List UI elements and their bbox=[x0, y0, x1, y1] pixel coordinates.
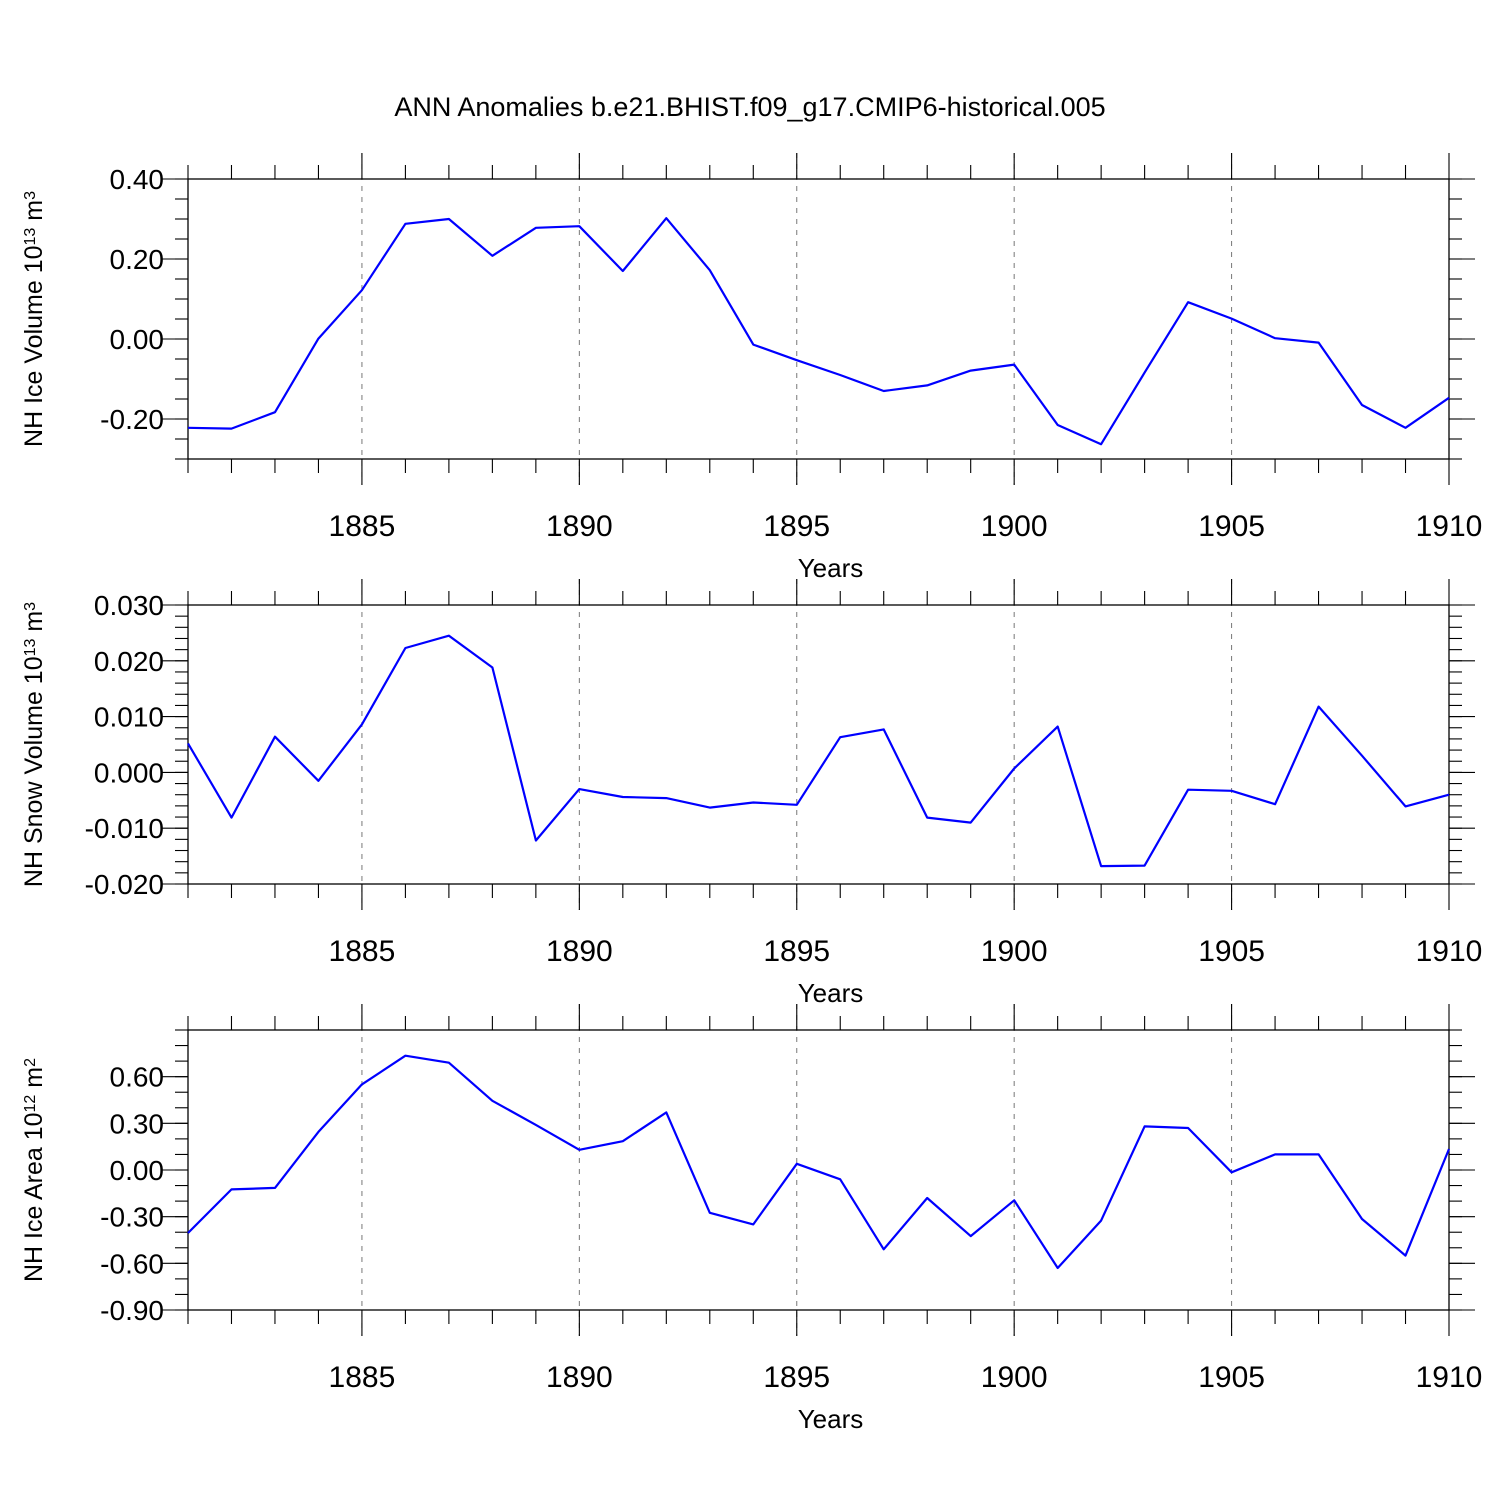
x-tick-label: 1895 bbox=[763, 1361, 830, 1394]
y-axis-label-superscript: 12 bbox=[22, 1095, 39, 1113]
series-line bbox=[187, 634, 1450, 868]
x-tick-label: 1895 bbox=[763, 510, 830, 543]
y-tick-label: -0.90 bbox=[100, 1295, 164, 1326]
y-axis-label-text: m bbox=[20, 1067, 48, 1095]
plot-frame bbox=[187, 178, 1450, 460]
y-tick-label: 0.60 bbox=[110, 1062, 165, 1093]
y-axis-label-superscript: 3 bbox=[22, 602, 39, 611]
y-axis-label: NH Ice Area 1012 m2 bbox=[20, 1058, 48, 1282]
y-axis-label-superscript: 13 bbox=[22, 228, 39, 246]
y-tick-label: -0.020 bbox=[85, 869, 164, 900]
panels: 1885 1890 1895 1900 1905 1910 -0.20 0.00 0.20 0.4… bbox=[20, 153, 1482, 1434]
y-tick-label: -0.20 bbox=[100, 404, 164, 435]
y-axis-label-text: NH Ice Area 10 bbox=[20, 1112, 48, 1282]
x-axis-label: Years bbox=[798, 978, 864, 1008]
y-tick-label: -0.30 bbox=[100, 1202, 164, 1233]
x-tick-label: 1890 bbox=[546, 510, 613, 543]
plot-frame bbox=[187, 1029, 1450, 1311]
y-tick-label: 0.000 bbox=[94, 757, 164, 788]
x-axis-label: Years bbox=[798, 1404, 864, 1434]
y-axis-label: NH Ice Volume 1013 m3 bbox=[20, 191, 48, 447]
x-tick-label: 1900 bbox=[981, 935, 1048, 968]
x-tick-label: 1885 bbox=[329, 510, 396, 543]
y-tick-label: -0.010 bbox=[85, 813, 164, 844]
x-tick-label: 1905 bbox=[1198, 510, 1265, 543]
series-line bbox=[187, 1054, 1451, 1270]
x-tick-label: 1885 bbox=[329, 935, 396, 968]
x-axis-label: Years bbox=[798, 553, 864, 583]
y-tick-label: 0.030 bbox=[94, 590, 164, 621]
x-tick-label: 1885 bbox=[329, 1361, 396, 1394]
x-tick-label: 1895 bbox=[763, 935, 830, 968]
x-tick-label: 1890 bbox=[546, 935, 613, 968]
y-tick-label: 0.00 bbox=[110, 324, 165, 355]
y-axis-label-text: NH Snow Volume 10 bbox=[20, 656, 48, 887]
y-axis-label-superscript: 13 bbox=[22, 639, 39, 657]
y-tick-label: -0.60 bbox=[100, 1248, 164, 1279]
x-tick-label: 1910 bbox=[1416, 1361, 1483, 1394]
y-tick-label: 0.30 bbox=[110, 1108, 165, 1139]
x-tick-label: 1910 bbox=[1416, 510, 1483, 543]
series-line bbox=[187, 217, 1450, 446]
x-tick-label: 1905 bbox=[1198, 1361, 1265, 1394]
x-tick-label: 1900 bbox=[981, 1361, 1048, 1394]
y-axis-label-superscript: 3 bbox=[22, 191, 39, 200]
x-tick-label: 1890 bbox=[546, 1361, 613, 1394]
x-tick-label: 1900 bbox=[981, 510, 1048, 543]
x-tick-label: 1905 bbox=[1198, 935, 1265, 968]
y-tick-label: 0.20 bbox=[110, 244, 165, 275]
y-axis-label-text: m bbox=[20, 611, 48, 639]
y-axis-label: NH Snow Volume 1013 m3 bbox=[20, 602, 48, 887]
x-tick-label: 1910 bbox=[1416, 935, 1483, 968]
y-tick-label: 0.00 bbox=[110, 1155, 165, 1186]
chart-title: ANN Anomalies b.e21.BHIST.f09_g17.CMIP6-… bbox=[394, 92, 1105, 122]
y-axis-label-text: NH Ice Volume 10 bbox=[20, 245, 48, 447]
y-axis-label-text: m bbox=[20, 200, 48, 228]
y-tick-label: 0.020 bbox=[94, 646, 164, 677]
panel-1: 1885 1890 1895 1900 1905 1910 -0.20 0.00 0.20 0.4… bbox=[20, 153, 1482, 583]
y-axis-label-superscript: 2 bbox=[22, 1058, 39, 1067]
panel-2: 1885 1890 1895 1900 1905 1910 -0.020 -0.010 0.00… bbox=[20, 579, 1482, 1008]
plot-frame bbox=[187, 604, 1450, 885]
y-tick-label: 0.010 bbox=[94, 702, 164, 733]
y-tick-label: 0.40 bbox=[110, 164, 165, 195]
panel-3: 1885 1890 1895 1900 1905 1910 -0.90 -0.60 -0.30 0… bbox=[20, 1004, 1482, 1434]
